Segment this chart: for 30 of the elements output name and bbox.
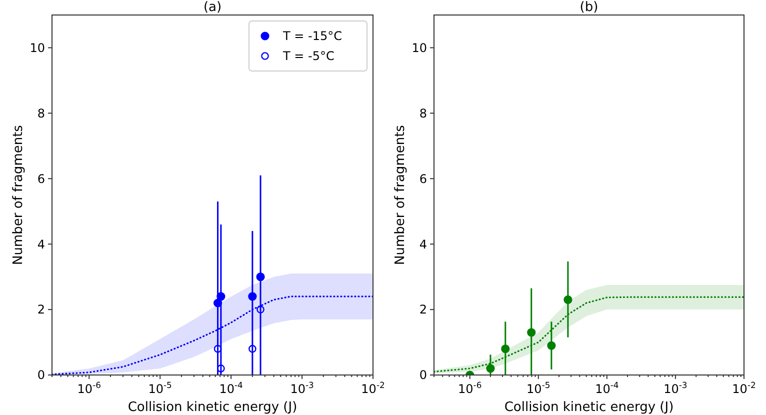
x-axis-title: Collision kinetic energy (J) [128, 400, 298, 415]
y-tick-label: 10 [412, 40, 427, 55]
y-tick-label: 6 [419, 172, 427, 186]
chart-title: (a) [203, 0, 222, 15]
x-tick-label: 10$^{-3}$ [664, 380, 688, 396]
legend-label: T = -15°C [282, 29, 342, 44]
x-tick-label: 10$^{-5}$ [148, 380, 172, 396]
y-tick-label: 2 [37, 302, 45, 317]
x-tick-label: 10$^{-3}$ [290, 380, 314, 396]
y-tick-label: 4 [37, 237, 45, 252]
y-tick-label: 0 [419, 368, 427, 382]
y-tick-label: 6 [37, 172, 45, 186]
y-axis-title: Number of fragments [11, 124, 26, 265]
x-tick-label: 10$^{-6}$ [458, 380, 482, 396]
y-tick-label: 10 [30, 40, 45, 55]
x-tick-label: 10$^{-2}$ [732, 380, 756, 396]
y-tick-label: 2 [419, 302, 427, 317]
y-axis-title: Number of fragments [393, 124, 408, 265]
y-tick-label: 4 [419, 237, 427, 252]
y-tick-label: 8 [419, 106, 427, 120]
x-tick-label: 10$^{-4}$ [219, 380, 243, 396]
x-tick-label: 10$^{-4}$ [595, 380, 619, 396]
chart-title: (b) [580, 0, 598, 15]
x-axis-title: Collision kinetic energy (J) [504, 400, 674, 415]
x-tick-label: 10$^{-6}$ [77, 380, 101, 396]
y-tick-label: 0 [37, 368, 45, 382]
legend-label: T = -5°C [282, 49, 334, 64]
y-tick-label: 8 [37, 106, 45, 120]
x-tick-label: 10$^{-5}$ [526, 380, 550, 396]
x-tick-label: 10$^{-2}$ [361, 380, 385, 396]
